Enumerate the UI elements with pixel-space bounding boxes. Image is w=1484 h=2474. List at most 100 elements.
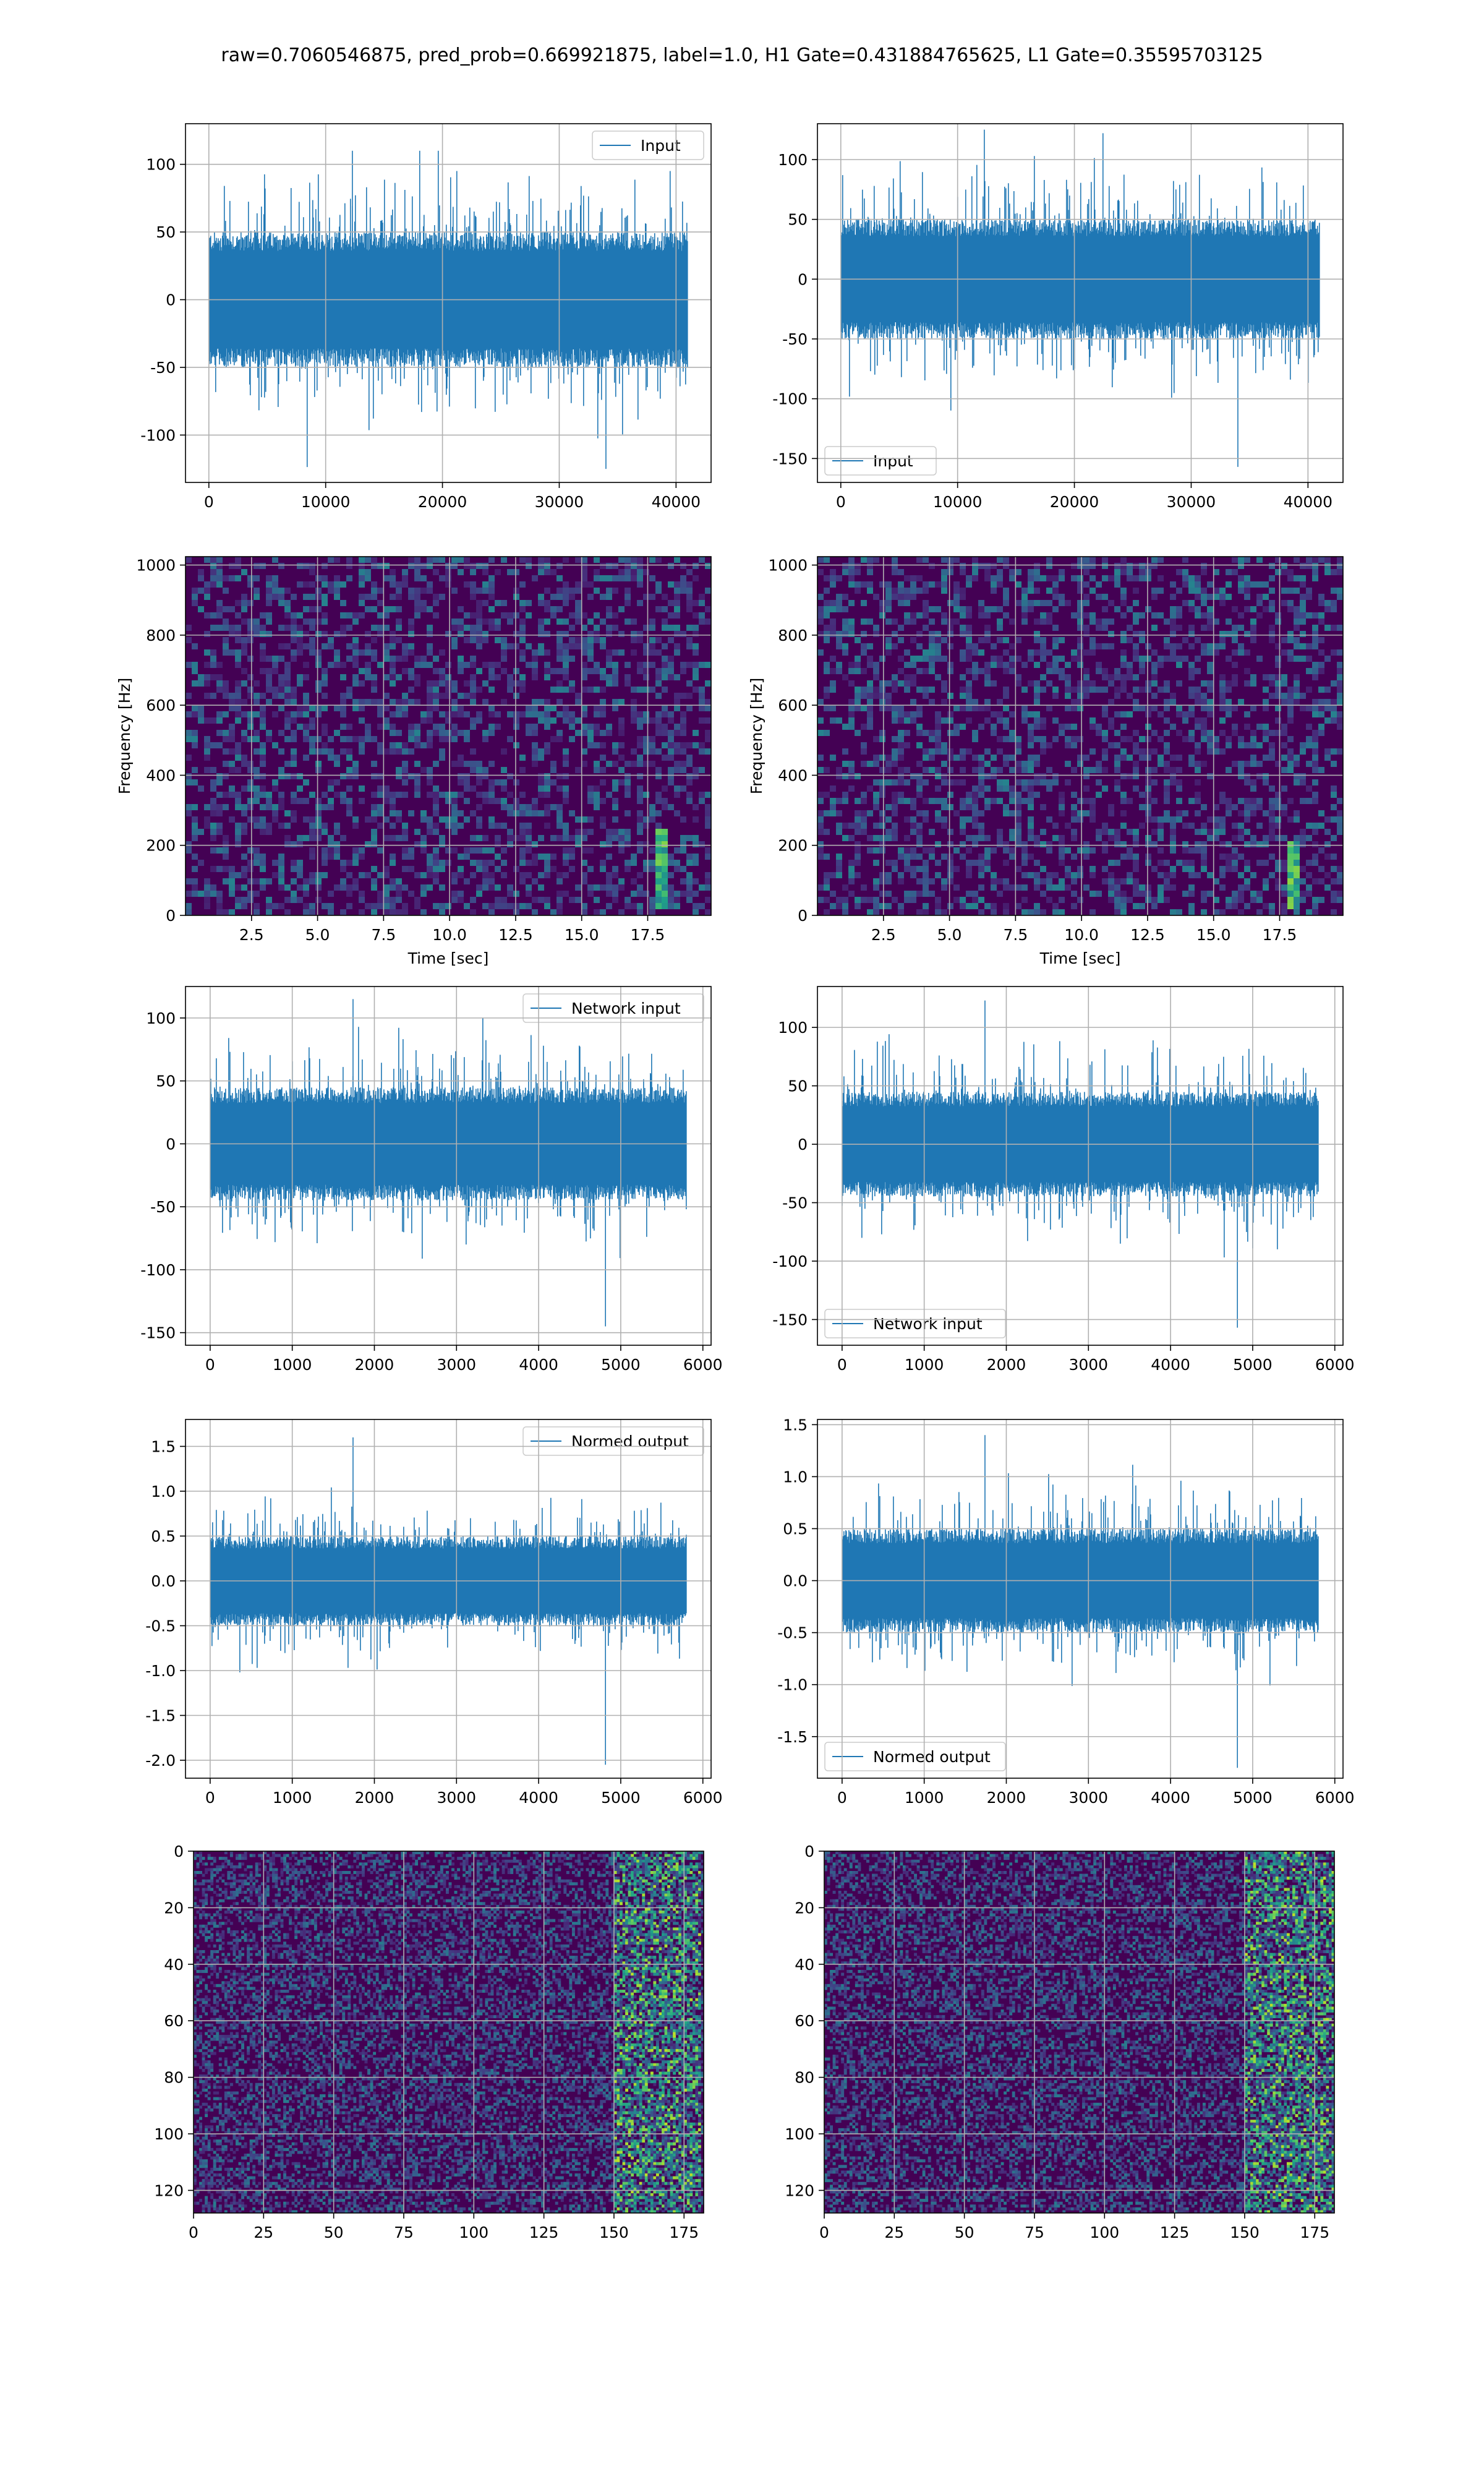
panel-6-legend: Normed output — [523, 1427, 704, 1455]
heatmap-cell — [1090, 557, 1096, 563]
heatmap-cell — [885, 860, 892, 866]
heatmap-cell — [470, 581, 476, 588]
heatmap-cell — [1337, 878, 1343, 884]
heatmap-cell — [1306, 884, 1312, 891]
heatmap-cell — [235, 637, 241, 643]
heatmap-cell — [699, 767, 705, 773]
heatmap-cell — [303, 798, 309, 804]
heatmap-cell — [618, 829, 625, 835]
heatmap-cell — [587, 668, 594, 674]
heatmap-cell — [235, 631, 241, 637]
heatmap-cell — [359, 612, 365, 618]
heatmap-cell — [1021, 662, 1028, 668]
heatmap-cell — [192, 884, 198, 891]
heatmap-cell — [433, 761, 439, 767]
heatmap-cell — [205, 2103, 208, 2106]
heatmap-cell — [1170, 823, 1176, 829]
heatmap-cell — [563, 631, 569, 637]
heatmap-cell — [205, 2177, 208, 2180]
heatmap-cell — [1269, 588, 1275, 594]
heatmap-cell — [873, 823, 879, 829]
heatmap-cell — [235, 872, 241, 878]
heatmap-cell — [966, 687, 972, 693]
heatmap-cell — [1052, 637, 1059, 643]
heatmap-cell — [1195, 829, 1201, 835]
heatmap-cell — [1238, 581, 1244, 588]
heatmap-cell — [199, 2049, 202, 2052]
heatmap-cell — [1028, 798, 1034, 804]
heatmap-cell — [873, 860, 879, 866]
heatmap-cell — [662, 618, 668, 625]
heatmap-cell — [1207, 612, 1213, 618]
heatmap-cell — [205, 2063, 208, 2066]
heatmap-cell — [254, 903, 260, 909]
heatmap-cell — [848, 773, 855, 779]
heatmap-cell — [1021, 884, 1028, 891]
heatmap-cell — [1219, 643, 1226, 649]
heatmap-cell — [668, 674, 674, 680]
heatmap-cell — [1034, 779, 1040, 785]
heatmap-cell — [513, 724, 519, 730]
heatmap-cell — [464, 581, 470, 588]
heatmap-cell — [1077, 847, 1083, 854]
heatmap-cell — [346, 693, 352, 699]
heatmap-cell — [309, 909, 315, 915]
heatmap-cell — [1232, 637, 1238, 643]
heatmap-cell — [223, 909, 229, 915]
heatmap-cell — [817, 792, 824, 798]
heatmap-cell — [836, 575, 842, 581]
heatmap-cell — [631, 761, 637, 767]
heatmap-cell — [260, 761, 266, 767]
heatmap-cell — [346, 903, 352, 909]
heatmap-cell — [464, 903, 470, 909]
heatmap-cell — [686, 600, 693, 606]
heatmap-cell — [210, 1874, 213, 1877]
heatmap-cell — [1059, 798, 1065, 804]
heatmap-cell — [1176, 705, 1182, 711]
y-tick-label: -150 — [772, 450, 808, 468]
heatmap-cell — [427, 816, 433, 823]
heatmap-cell — [686, 891, 693, 897]
heatmap-cell — [439, 711, 445, 717]
heatmap-cell — [1176, 656, 1182, 662]
heatmap-cell — [328, 637, 334, 643]
heatmap-cell — [402, 829, 408, 835]
heatmap-cell — [303, 755, 309, 761]
heatmap-cell — [867, 847, 873, 854]
heatmap-cell — [278, 563, 284, 569]
heatmap-cell — [1182, 656, 1188, 662]
heatmap-cell — [197, 2154, 200, 2157]
heatmap-cell — [1158, 884, 1164, 891]
heatmap-cell — [1003, 668, 1009, 674]
heatmap-cell — [885, 767, 892, 773]
heatmap-cell — [204, 674, 210, 680]
heatmap-cell — [544, 854, 550, 860]
heatmap-cell — [1158, 897, 1164, 903]
heatmap-cell — [1195, 792, 1201, 798]
heatmap-cell — [824, 612, 830, 618]
heatmap-cell — [414, 606, 420, 612]
heatmap-cell — [495, 662, 501, 668]
heatmap-cell — [1337, 625, 1343, 631]
heatmap-cell — [346, 798, 352, 804]
heatmap-cell — [346, 736, 352, 742]
heatmap-cell — [208, 1998, 211, 2001]
heatmap-cell — [186, 847, 192, 854]
heatmap-cell — [686, 588, 693, 594]
heatmap-cell — [1318, 823, 1324, 829]
heatmap-cell — [680, 878, 686, 884]
heatmap-cell — [433, 878, 439, 884]
heatmap-cell — [427, 767, 433, 773]
heatmap-cell — [1071, 891, 1077, 897]
heatmap-cell — [433, 724, 439, 730]
heatmap-cell — [824, 600, 830, 606]
heatmap-cell — [1287, 891, 1294, 897]
heatmap-cell — [879, 841, 885, 847]
heatmap-cell — [322, 680, 328, 687]
heatmap-cell — [556, 631, 563, 637]
heatmap-cell — [1003, 903, 1009, 909]
heatmap-cell — [1114, 860, 1120, 866]
heatmap-cell — [377, 748, 383, 755]
heatmap-cell — [1219, 823, 1226, 829]
heatmap-cell — [1244, 903, 1250, 909]
